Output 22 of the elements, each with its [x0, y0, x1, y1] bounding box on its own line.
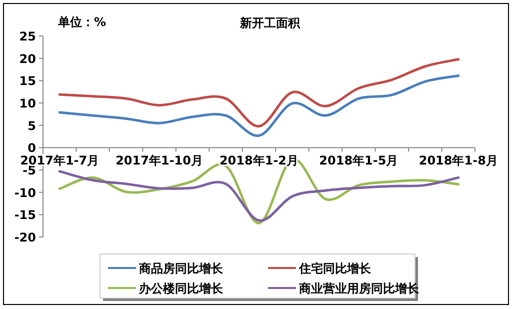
x-tick-label: 2018年1-8月 — [418, 154, 498, 168]
y-tick-label: -5 — [22, 164, 36, 178]
line-series — [58, 58, 460, 128]
legend-label: 办公楼同比增长 — [138, 282, 224, 296]
text: 单位：% — [57, 15, 106, 29]
y-tick-label: 15 — [19, 74, 36, 88]
x-tick-label: 2017年1-10月 — [116, 154, 204, 168]
y-tick-label: -20 — [14, 230, 36, 244]
chart-title: 新开工面积 — [239, 16, 301, 30]
legend-label: 住宅同比增长 — [298, 262, 372, 276]
line-series — [58, 170, 460, 222]
y-tick-label: 25 — [19, 30, 36, 44]
y-tick-label: 10 — [19, 96, 36, 110]
legend-label: 商品房同比增长 — [138, 262, 224, 276]
y-tick-label: -15 — [14, 208, 36, 222]
line-series — [58, 74, 460, 137]
y-tick-label: 20 — [19, 52, 36, 66]
legend-label: 商业营业用房同比增长 — [298, 282, 420, 296]
x-tick-label: 2018年1-5月 — [319, 154, 398, 168]
y-tick-label: -10 — [14, 186, 36, 200]
y-tick-label: 0 — [28, 141, 36, 156]
y-tick-label: 5 — [28, 118, 36, 133]
